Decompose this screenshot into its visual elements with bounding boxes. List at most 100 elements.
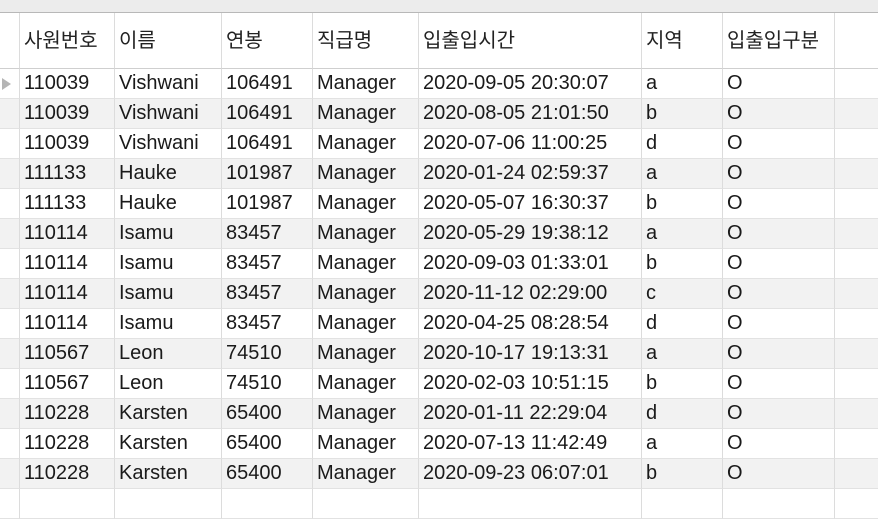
- table-row[interactable]: 110228 Karsten 65400 Manager 2020-07-13 11:4…: [0, 429, 878, 459]
- cell-access-type[interactable]: O: [723, 459, 835, 489]
- cell-access-type[interactable]: O: [723, 339, 835, 369]
- cell-access-time[interactable]: 2020-10-17 19:13:31: [419, 339, 642, 369]
- cell-region[interactable]: b: [642, 99, 723, 129]
- cell-emp-no[interactable]: 110567: [20, 339, 115, 369]
- cell-emp-no[interactable]: 111133: [20, 189, 115, 219]
- cell-access-time[interactable]: [419, 489, 642, 519]
- table-row[interactable]: 110114 Isamu 83457 Manager 2020-09-03 01:33:…: [0, 249, 878, 279]
- result-grid[interactable]: 사원번호 이름 연봉 직급명 입출입시간 지역 입출입구분 110039 Vish…: [0, 13, 878, 520]
- cell-access-type[interactable]: O: [723, 189, 835, 219]
- cell-access-time[interactable]: 2020-05-07 16:30:37: [419, 189, 642, 219]
- cell-access-time[interactable]: 2020-11-12 02:29:00: [419, 279, 642, 309]
- table-row[interactable]: 110228 Karsten 65400 Manager 2020-01-11 22:2…: [0, 399, 878, 429]
- cell-salary[interactable]: 65400: [222, 459, 313, 489]
- cell-access-type[interactable]: O: [723, 309, 835, 339]
- cell-access-time[interactable]: 2020-01-11 22:29:04: [419, 399, 642, 429]
- cell-title[interactable]: Manager: [313, 399, 419, 429]
- cell-title[interactable]: Manager: [313, 219, 419, 249]
- column-header-region[interactable]: 지역: [642, 13, 723, 69]
- empty-row[interactable]: [0, 489, 878, 519]
- row-header[interactable]: [0, 129, 20, 159]
- cell-salary[interactable]: 65400: [222, 399, 313, 429]
- row-header[interactable]: [0, 99, 20, 129]
- cell-title[interactable]: Manager: [313, 429, 419, 459]
- table-row[interactable]: 110114 Isamu 83457 Manager 2020-05-29 19:38:…: [0, 219, 878, 249]
- cell-region[interactable]: b: [642, 189, 723, 219]
- cell-access-type[interactable]: O: [723, 69, 835, 99]
- row-header[interactable]: [0, 489, 20, 519]
- row-header[interactable]: [0, 249, 20, 279]
- cell-salary[interactable]: 83457: [222, 219, 313, 249]
- cell-name[interactable]: [115, 489, 222, 519]
- row-header[interactable]: [0, 159, 20, 189]
- column-header-emp-no[interactable]: 사원번호: [20, 13, 115, 69]
- cell-title[interactable]: [313, 489, 419, 519]
- cell-name[interactable]: Isamu: [115, 219, 222, 249]
- cell-access-time[interactable]: 2020-07-13 11:42:49: [419, 429, 642, 459]
- cell-title[interactable]: Manager: [313, 249, 419, 279]
- cell-salary[interactable]: 74510: [222, 369, 313, 399]
- cell-access-time[interactable]: 2020-07-06 11:00:25: [419, 129, 642, 159]
- cell-access-type[interactable]: O: [723, 249, 835, 279]
- row-header[interactable]: [0, 69, 20, 99]
- cell-title[interactable]: Manager: [313, 69, 419, 99]
- column-header-salary[interactable]: 연봉: [222, 13, 313, 69]
- cell-region[interactable]: a: [642, 159, 723, 189]
- cell-emp-no[interactable]: 110228: [20, 399, 115, 429]
- cell-name[interactable]: Leon: [115, 339, 222, 369]
- column-header-access-time[interactable]: 입출입시간: [419, 13, 642, 69]
- cell-name[interactable]: Leon: [115, 369, 222, 399]
- cell-region[interactable]: b: [642, 459, 723, 489]
- cell-name[interactable]: Hauke: [115, 189, 222, 219]
- row-header[interactable]: [0, 219, 20, 249]
- cell-title[interactable]: Manager: [313, 129, 419, 159]
- table-row[interactable]: 110039 Vishwani 106491 Manager 2020-08-05 21…: [0, 99, 878, 129]
- cell-access-type[interactable]: O: [723, 399, 835, 429]
- cell-salary[interactable]: [222, 489, 313, 519]
- cell-region[interactable]: c: [642, 279, 723, 309]
- row-header[interactable]: [0, 429, 20, 459]
- row-header[interactable]: [0, 339, 20, 369]
- cell-emp-no[interactable]: 110228: [20, 429, 115, 459]
- row-header[interactable]: [0, 459, 20, 489]
- cell-name[interactable]: Karsten: [115, 459, 222, 489]
- table-row[interactable]: 110567 Leon 74510 Manager 2020-02-03 10:51:1…: [0, 369, 878, 399]
- cell-access-time[interactable]: 2020-02-03 10:51:15: [419, 369, 642, 399]
- cell-region[interactable]: d: [642, 309, 723, 339]
- cell-emp-no[interactable]: 110039: [20, 99, 115, 129]
- cell-access-type[interactable]: O: [723, 369, 835, 399]
- cell-title[interactable]: Manager: [313, 99, 419, 129]
- cell-salary[interactable]: 106491: [222, 129, 313, 159]
- row-header[interactable]: [0, 399, 20, 429]
- cell-name[interactable]: Hauke: [115, 159, 222, 189]
- table-row[interactable]: 110039 Vishwani 106491 Manager 2020-07-06 11…: [0, 129, 878, 159]
- cell-salary[interactable]: 106491: [222, 99, 313, 129]
- cell-name[interactable]: Isamu: [115, 309, 222, 339]
- cell-title[interactable]: Manager: [313, 159, 419, 189]
- column-header-title[interactable]: 직급명: [313, 13, 419, 69]
- cell-access-time[interactable]: 2020-04-25 08:28:54: [419, 309, 642, 339]
- cell-title[interactable]: Manager: [313, 369, 419, 399]
- cell-name[interactable]: Vishwani: [115, 99, 222, 129]
- cell-name[interactable]: Isamu: [115, 249, 222, 279]
- cell-name[interactable]: Karsten: [115, 399, 222, 429]
- cell-access-type[interactable]: O: [723, 279, 835, 309]
- table-row[interactable]: 110114 Isamu 83457 Manager 2020-11-12 02:29:…: [0, 279, 878, 309]
- cell-access-type[interactable]: O: [723, 129, 835, 159]
- cell-region[interactable]: a: [642, 339, 723, 369]
- cell-access-type[interactable]: O: [723, 219, 835, 249]
- cell-access-type[interactable]: O: [723, 159, 835, 189]
- cell-emp-no[interactable]: 111133: [20, 159, 115, 189]
- row-header[interactable]: [0, 189, 20, 219]
- cell-access-time[interactable]: 2020-05-29 19:38:12: [419, 219, 642, 249]
- cell-access-time[interactable]: 2020-09-23 06:07:01: [419, 459, 642, 489]
- cell-access-time[interactable]: 2020-08-05 21:01:50: [419, 99, 642, 129]
- cell-emp-no[interactable]: 110228: [20, 459, 115, 489]
- cell-salary[interactable]: 106491: [222, 69, 313, 99]
- cell-name[interactable]: Vishwani: [115, 129, 222, 159]
- cell-salary[interactable]: 65400: [222, 429, 313, 459]
- table-row[interactable]: 110567 Leon 74510 Manager 2020-10-17 19:13:3…: [0, 339, 878, 369]
- cell-access-type[interactable]: O: [723, 99, 835, 129]
- table-row[interactable]: 111133 Hauke 101987 Manager 2020-05-07 16:30…: [0, 189, 878, 219]
- cell-name[interactable]: Isamu: [115, 279, 222, 309]
